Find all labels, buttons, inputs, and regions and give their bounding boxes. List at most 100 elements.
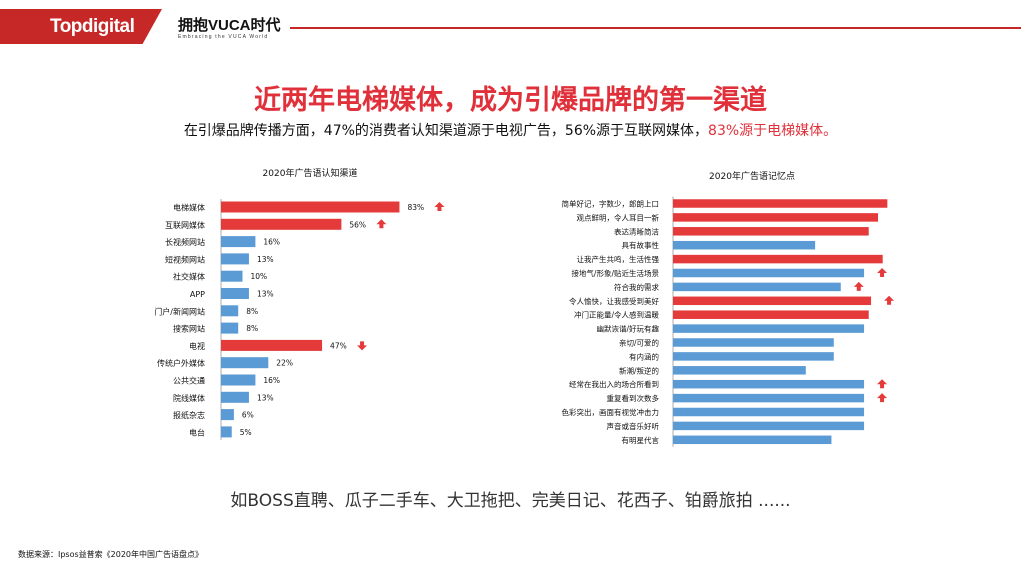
chart2-bar <box>673 366 806 375</box>
chart1-category-label: 传统户外媒体 <box>157 358 205 368</box>
chart1-trend-arrow <box>376 219 387 229</box>
chart1-category-label: 门户/新闻网站 <box>154 306 205 316</box>
header-divider <box>290 27 1021 29</box>
chart1-bar <box>221 339 323 351</box>
chart2-title: 2020年广告语记忆点 <box>709 170 795 182</box>
chart1-value-label: 13% <box>257 393 274 402</box>
chart1-value-label: 6% <box>242 411 254 420</box>
chart1-value-label: 13% <box>257 255 274 264</box>
chart1-category-label: 搜索网站 <box>173 324 205 334</box>
chart1-value-label: 56% <box>349 220 366 229</box>
chart2-category-label: 接地气/形象/贴近生活场景 <box>571 268 659 278</box>
chart2-trend-arrow <box>877 268 888 277</box>
chart2-bar <box>673 268 865 278</box>
chart2-category-label: 符合我的需求 <box>614 282 659 292</box>
chart2-bar <box>673 282 841 292</box>
chart1-category-label: 报纸杂志 <box>173 410 205 420</box>
chart2-category-label: 亲切/可爱的 <box>619 338 659 348</box>
chart1-category-label: 互联网媒体 <box>165 220 205 230</box>
chart2-trend-arrow <box>853 281 864 291</box>
chart2-category-label: 声音或音乐好听 <box>607 421 660 431</box>
chart2-bar <box>673 310 869 319</box>
chart2-bar <box>673 240 816 250</box>
chart1-trend-arrow <box>434 202 445 211</box>
chart2-category-label: 色彩突出，画面有视觉冲击力 <box>562 407 660 417</box>
chart1-bar <box>221 201 400 213</box>
data-source: 数据来源：Ipsos益普索《2020年中国广告语盘点》 <box>18 550 204 559</box>
subtitle-highlight: 83%源于电梯媒体。 <box>708 123 838 139</box>
chart1-category-label: APP <box>190 290 205 299</box>
chart1-bar <box>221 322 239 334</box>
chart1-bar <box>221 253 249 265</box>
chart2-category-label: 冲门正能量/令人感到温暖 <box>574 310 660 320</box>
chart1-bar <box>221 426 232 438</box>
chart2-category-label: 幽默诙谐/好玩有趣 <box>596 324 659 334</box>
chart2-category-label: 简单好记，字数少，郎朗上口 <box>562 199 660 209</box>
chart1-bar <box>221 391 249 403</box>
chart2-bar <box>673 227 869 236</box>
chart2-bar <box>673 324 865 333</box>
chart1-title: 2020年广告语认知渠道 <box>263 167 358 179</box>
chart1-bar <box>221 305 239 317</box>
chart1-bar <box>221 374 256 386</box>
chart1-bar <box>221 236 256 248</box>
chart2-category-label: 有内涵的 <box>629 351 659 361</box>
chart1-value-label: 16% <box>263 376 280 385</box>
chart2-category-label: 重复看到次数多 <box>607 393 660 403</box>
chart2-category-label: 表达清晰简洁 <box>614 226 659 236</box>
chart2-bar <box>673 407 865 417</box>
chart1-value-label: 5% <box>240 428 252 437</box>
chart2-trend-arrow <box>877 379 888 389</box>
page-subtitle: 在引爆品牌传播方面，47%的消费者认知渠道源于电视广告，56%源于互联网媒体，8… <box>0 120 1021 140</box>
chart1-value-label: 83% <box>407 203 424 212</box>
chart1-bar <box>221 218 342 230</box>
chart2-bar <box>673 379 865 389</box>
chart2-bar <box>673 213 879 222</box>
chart1-category-label: 公共交通 <box>173 376 205 386</box>
chart2-trend-arrow <box>877 393 888 403</box>
chart1-value-label: 16% <box>263 238 280 247</box>
chart2-bar <box>673 296 872 306</box>
chart2-category-label: 新潮/叛逆的 <box>619 365 659 375</box>
chart2-bar <box>673 199 888 208</box>
chart2-category-label: 让我产生共鸣，生活性强 <box>577 254 660 264</box>
chart1-category-label: 电视 <box>189 341 205 351</box>
chart2-bar <box>673 435 832 445</box>
brand-logo-box <box>0 9 162 44</box>
chart1-category-label: 电梯媒体 <box>173 203 205 213</box>
chart1-value-label: 22% <box>276 359 293 368</box>
chart2-bar <box>673 338 834 347</box>
chart2-bar <box>673 421 865 431</box>
chart2-bar <box>673 352 834 361</box>
chart1-bar <box>221 357 269 369</box>
chart1-category-label: 社交媒体 <box>173 272 205 282</box>
chart2-bar <box>673 254 883 264</box>
chart2-bar <box>673 393 865 403</box>
chart1-value-label: 13% <box>257 290 274 299</box>
subtitle-text: 在引爆品牌传播方面，47%的消费者认知渠道源于电视广告，56%源于互联网媒体， <box>183 123 709 139</box>
chart1-category-label: 院线媒体 <box>173 393 205 403</box>
page-title: 近两年电梯媒体，成为引爆品牌的第一渠道 <box>254 85 767 116</box>
chart2-category-label: 具有故事性 <box>622 240 660 250</box>
chart1-category-label: 电台 <box>189 427 205 437</box>
chart1-bar <box>221 409 234 421</box>
brand-logo: Topdigital <box>50 16 135 37</box>
slogan-subtitle: Embracing the VUCA World <box>178 34 269 40</box>
chart1-category-label: 短视频网站 <box>165 254 205 264</box>
slogan: 拥抱VUCA时代 <box>178 17 281 34</box>
chart2-trend-arrow <box>884 295 895 305</box>
chart2-category-label: 有明星代言 <box>622 435 660 445</box>
chart1-bar <box>221 288 249 299</box>
chart2-category-label: 经常在我出入的场合所看到 <box>569 379 659 389</box>
chart1-value-label: 8% <box>246 324 258 333</box>
chart1-value-label: 8% <box>246 307 258 316</box>
brand-examples: 如BOSS直聘、瓜子二手车、大卫拖把、完美日记、花西子、铂爵旅拍 ...... <box>230 491 791 511</box>
chart1-bar <box>221 270 243 282</box>
chart2-category-label: 观点鲜明，令人耳目一新 <box>577 212 660 222</box>
chart1-category-label: 长视频网站 <box>165 237 205 247</box>
chart2-category-label: 令人愉快，让我感受到美好 <box>569 296 659 306</box>
chart1-value-label: 10% <box>251 272 268 281</box>
chart1-trend-arrow <box>357 341 368 351</box>
chart1-value-label: 47% <box>330 341 347 350</box>
